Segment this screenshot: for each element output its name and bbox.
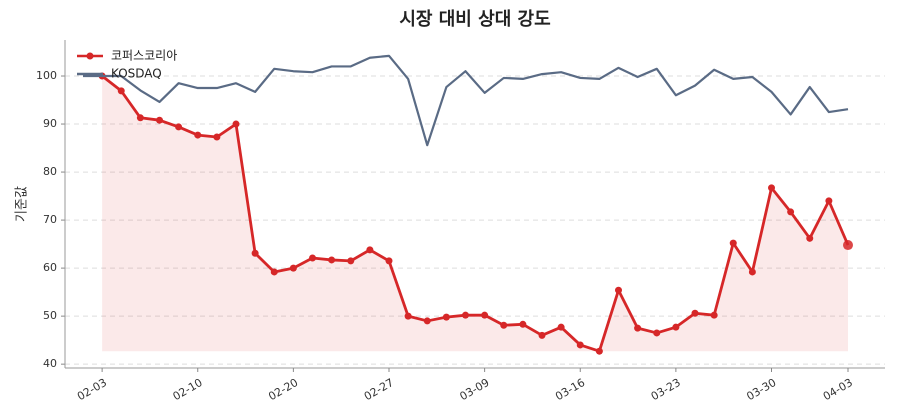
y-tick-label: 70 [43,213,57,226]
x-tick-label: 03-09 [457,376,491,403]
y-tick-label: 80 [43,165,57,178]
data-point [538,331,546,339]
data-point [748,268,756,276]
y-axis-label: 기준값 [15,186,30,222]
data-point [136,114,144,122]
x-tick-label: 03-16 [553,376,587,403]
data-point [576,341,584,349]
data-point [519,320,527,328]
data-point [270,268,278,276]
x-tick-label: 02-20 [266,376,300,403]
data-point [442,313,450,321]
chart-title: 시장 대비 상대 강도 [399,9,550,30]
data-point [557,323,565,331]
data-point [232,120,240,128]
data-point [462,311,469,319]
series-line [83,54,849,147]
series-line [101,74,850,353]
data-point [806,234,814,242]
data-point [787,208,795,216]
y-tick-label: 50 [43,309,57,322]
y-tick-label: 100 [36,69,57,82]
data-point [175,123,183,131]
legend-marker [86,52,94,60]
legend-label: 코퍼스코리아 [111,49,177,63]
data-point [615,286,622,294]
legend-label: KOSDAQ [111,67,162,81]
data-point [251,249,259,257]
data-point [194,131,202,139]
data-point [309,254,316,262]
data-point [768,184,775,192]
data-point [423,317,431,325]
data-point [347,257,355,265]
data-point [213,133,221,141]
data-point [385,257,393,265]
y-tick-label: 90 [43,117,57,130]
y-tick-label: 60 [43,261,57,274]
data-point [653,329,661,337]
x-tick-label: 04-03 [821,376,855,403]
x-tick-label: 02-03 [75,376,109,403]
data-point [481,311,489,319]
x-tick-label: 02-27 [362,376,396,403]
data-point [328,256,336,264]
area-fill [102,76,848,352]
data-point [156,116,163,124]
data-point [595,347,603,355]
data-point [729,239,737,247]
x-tick-label: 02-10 [171,376,205,403]
data-point [404,312,412,320]
data-point [672,323,680,331]
data-point [691,309,699,317]
data-point [500,321,508,329]
data-point [634,324,642,332]
y-tick-label: 40 [43,357,57,370]
data-point [117,87,125,95]
data-point [843,240,853,251]
x-tick-label: 03-30 [744,376,778,403]
data-point [289,264,297,272]
x-tick-label: 03-23 [649,376,683,403]
data-point [710,311,718,319]
data-point [825,197,833,205]
data-point [366,246,374,254]
